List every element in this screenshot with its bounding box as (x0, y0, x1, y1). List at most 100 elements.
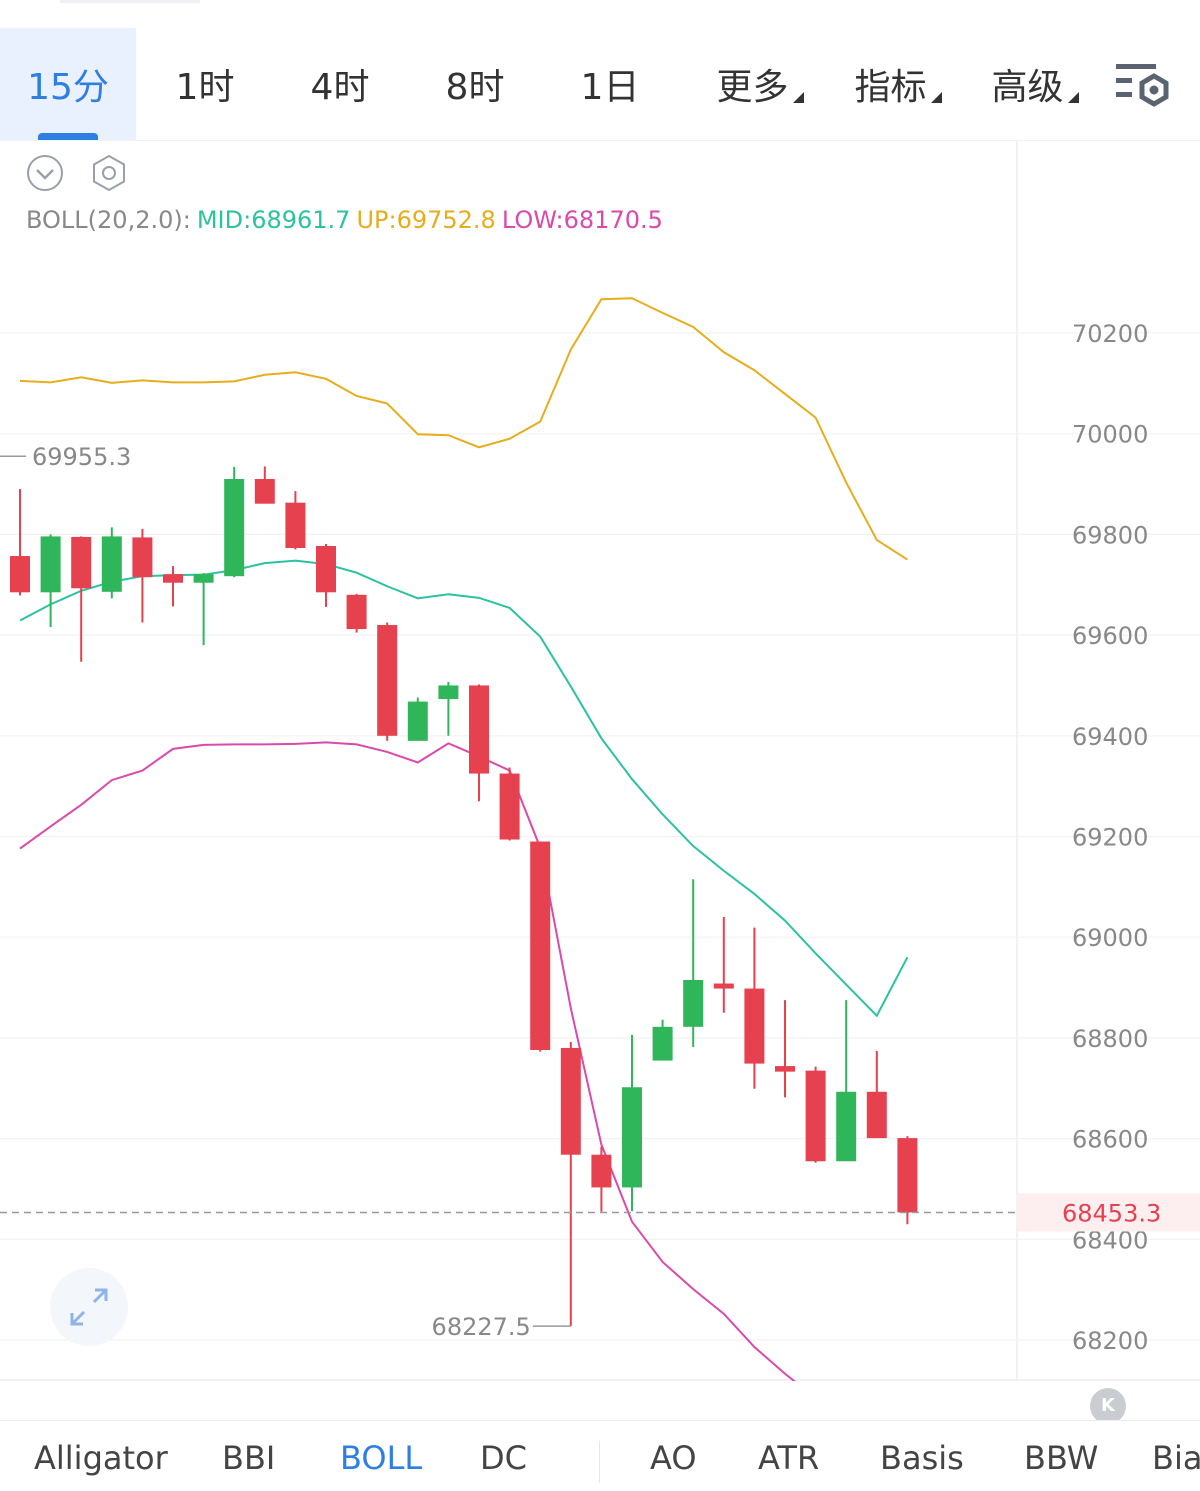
candle (469, 684, 489, 802)
candle (897, 1136, 918, 1225)
timeframe-bar: 15分 1时 4时 8时 1日 更多 指标 高级 (0, 28, 1200, 141)
boll-low-line (19, 741, 796, 1381)
candle-body (254, 479, 275, 504)
indicator-dc[interactable]: DC (480, 1439, 527, 1477)
candle-body (407, 701, 428, 741)
candle-body (163, 574, 183, 583)
candle (377, 622, 398, 741)
expand-button[interactable] (50, 1268, 128, 1346)
candle-body (530, 841, 551, 1050)
candle-body (316, 545, 336, 593)
tab-1h[interactable]: 1时 (150, 28, 260, 140)
high-marker-label: 69955.3 (32, 443, 131, 471)
mid-value: 68961.7 (251, 206, 351, 234)
candle (224, 466, 245, 578)
candle (101, 527, 122, 599)
candle-body (346, 594, 367, 630)
candle-body (713, 983, 734, 989)
indicator-bar: Alligator BBI BOLL DC AO ATR Basis BBW B… (0, 1420, 1200, 1491)
tab-label: 1时 (175, 67, 235, 108)
tab-15m[interactable]: 15分 (0, 28, 136, 140)
boll-mid-line (19, 559, 909, 1018)
low-label: LOW: (501, 206, 564, 234)
y-tick-label: 68200 (1072, 1327, 1148, 1355)
indicator-bbi[interactable]: BBI (222, 1439, 276, 1477)
indicator-ao[interactable]: AO (650, 1439, 697, 1477)
candle (775, 1000, 795, 1098)
candle-body (591, 1154, 612, 1188)
candle (71, 536, 92, 662)
up-value: 69752.8 (396, 206, 496, 234)
candle (683, 879, 704, 1047)
chart-area[interactable]: 70200 70000 69800 69600 69400 69200 69000 68800… (0, 141, 1200, 1381)
tab-label: 1日 (580, 67, 640, 108)
candle (805, 1066, 826, 1163)
boll-up-line (19, 297, 908, 561)
tab-1d[interactable]: 1日 (555, 28, 665, 140)
dropdown-corner-icon (792, 91, 804, 103)
candle (836, 1000, 857, 1162)
tab-4h[interactable]: 4时 (285, 28, 395, 140)
tab-8h[interactable]: 8时 (420, 28, 530, 140)
candle-body (683, 979, 704, 1027)
tab-label: 指标 (854, 67, 927, 108)
candle-body (40, 536, 61, 593)
candle-body (10, 556, 30, 593)
candle (316, 543, 336, 607)
tab-label: 更多 (716, 67, 789, 108)
tab-more[interactable]: 更多 (700, 28, 820, 140)
candle (499, 767, 520, 841)
indicator-alligator[interactable]: Alligator (34, 1439, 168, 1477)
last-price-label: 68453.3 (1062, 1199, 1161, 1227)
tab-advanced[interactable]: 高级 (975, 28, 1095, 140)
y-tick-label: 69000 (1072, 924, 1148, 952)
candle (622, 1034, 642, 1212)
indicator-boll[interactable]: BOLL (340, 1439, 423, 1477)
dropdown-corner-icon (1067, 91, 1079, 103)
candle-body (71, 536, 92, 589)
candle (530, 841, 551, 1052)
candle (866, 1050, 887, 1139)
indicator-atr[interactable]: ATR (758, 1439, 820, 1477)
low-value: 68170.5 (563, 206, 663, 234)
candle (254, 466, 275, 504)
candle (193, 573, 214, 646)
candle-body (560, 1047, 581, 1155)
indicator-separator (599, 1441, 600, 1483)
tab-label: 4时 (310, 67, 370, 108)
y-tick-label: 68800 (1072, 1025, 1148, 1053)
k-line-button[interactable]: K (1090, 1388, 1126, 1424)
candle (163, 566, 183, 607)
candle (713, 917, 734, 1013)
indicator-basis[interactable]: Basis (880, 1439, 964, 1477)
candle (591, 1146, 612, 1212)
dropdown-corner-icon (930, 91, 942, 103)
candle-body (132, 537, 153, 578)
candle-body (469, 685, 489, 774)
mid-label: MID: (196, 206, 252, 234)
candle (285, 491, 306, 550)
candle-body (438, 685, 459, 700)
candle-body (224, 479, 245, 577)
chart-settings-icon[interactable] (1112, 58, 1172, 110)
candle-body (652, 1026, 673, 1061)
y-tick-label: 69600 (1072, 622, 1148, 650)
tab-label: 8时 (445, 67, 505, 108)
y-tick-label: 68600 (1072, 1126, 1148, 1154)
chevron-down-circle-icon[interactable] (26, 154, 64, 192)
tab-label: 高级 (991, 67, 1064, 108)
indicator-bia[interactable]: Bia (1152, 1439, 1200, 1477)
candle-body (377, 625, 398, 736)
candle-body (285, 502, 306, 548)
hexagon-settings-icon[interactable] (90, 154, 128, 192)
tab-label: 15分 (27, 67, 109, 108)
y-tick-label: 69800 (1072, 521, 1148, 549)
candle (560, 1041, 581, 1327)
candlestick-chart[interactable]: 70200 70000 69800 69600 69400 69200 69000 68800… (0, 141, 1200, 1381)
indicator-bbw[interactable]: BBW (1024, 1439, 1099, 1477)
candle-body (866, 1091, 887, 1139)
tab-indicators[interactable]: 指标 (838, 28, 958, 140)
candle (10, 489, 30, 596)
candle-body (836, 1091, 857, 1162)
y-tick-label: 70000 (1072, 421, 1148, 449)
